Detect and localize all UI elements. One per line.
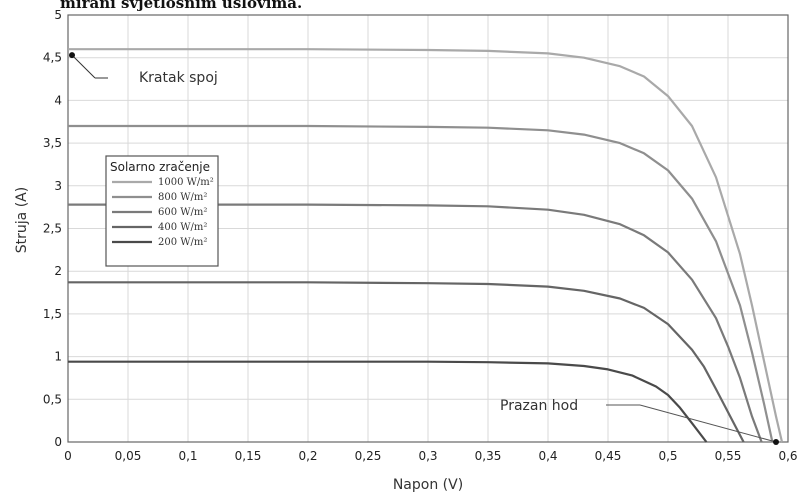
y-tick-label: 0 — [54, 435, 62, 449]
annotations: Kratak spoj Prazan hod — [69, 52, 779, 445]
legend-entries: 1000 W/m² 800 W/m² 600 W/m² 400 W/m² 200 W/m… — [112, 177, 214, 248]
legend-entry: 600 W/m² — [158, 207, 207, 218]
header-text: mirani svjetlosnim uslovima. — [60, 0, 302, 12]
y-tick-label: 3 — [54, 179, 62, 193]
open-circuit-pointer-tail — [639, 404, 777, 443]
x-tick-label: 0,05 — [115, 449, 142, 463]
legend-entry: 400 W/m² — [158, 222, 207, 233]
open-circuit-label: Prazan hod — [500, 398, 578, 414]
x-tick-label: 0 — [64, 449, 72, 463]
y-tick-label: 0,5 — [43, 392, 62, 406]
y-axis-title: Struja (A) — [14, 187, 30, 253]
open-circuit-marker — [773, 439, 779, 445]
y-tick-label: 1 — [54, 350, 62, 364]
x-tick-label: 0,1 — [178, 449, 197, 463]
x-tick-label: 0,45 — [595, 449, 622, 463]
y-tick-label: 2 — [54, 264, 62, 278]
x-tick-label: 0,5 — [658, 449, 677, 463]
y-tick-label: 3,5 — [43, 136, 62, 150]
series-line-4 — [68, 281, 745, 443]
x-tick-label: 0,55 — [715, 449, 742, 463]
legend-title: Solarno zračenje — [110, 160, 210, 174]
legend: Solarno zračenje 1000 W/m² 800 W/m² 600 W/… — [105, 155, 219, 267]
short-circuit-marker — [69, 52, 75, 59]
series-line-3 — [68, 203, 763, 443]
series-line-5 — [68, 360, 708, 443]
short-circuit-label: Kratak spoj — [139, 70, 218, 86]
legend-entry: 800 W/m² — [158, 192, 207, 203]
y-tick-label: 4 — [54, 93, 62, 107]
short-circuit-pointer — [73, 56, 96, 79]
y-tick-label: 5 — [54, 8, 62, 22]
x-tick-label: 0,3 — [418, 449, 437, 463]
series-line-1 — [68, 48, 784, 443]
legend-entry: 1000 W/m² — [158, 177, 214, 188]
series-line-2 — [68, 124, 774, 443]
x-tick-label: 0,4 — [538, 449, 557, 463]
x-tick-label: 0,6 — [778, 449, 797, 463]
x-tick-label: 0,35 — [475, 449, 502, 463]
y-tick-labels: 0 0,5 1 1,5 2 2,5 3 3,5 4 4,5 5 — [43, 8, 62, 449]
y-tick-label: 2,5 — [43, 222, 62, 236]
x-axis-title: Napon (V) — [393, 477, 463, 493]
x-tick-labels: 0 0,05 0,1 0,15 0,2 0,25 0,3 0,35 0,4 0,45 0,5 0,55… — [64, 449, 797, 463]
y-tick-label: 1,5 — [43, 307, 62, 321]
series-layer — [68, 48, 784, 443]
x-tick-label: 0,25 — [355, 449, 382, 463]
legend-entry: 200 W/m² — [158, 237, 207, 248]
plot-frame — [67, 14, 789, 443]
x-tick-label: 0,15 — [235, 449, 262, 463]
y-tick-label: 4,5 — [43, 51, 62, 65]
x-tick-label: 0,2 — [298, 449, 317, 463]
